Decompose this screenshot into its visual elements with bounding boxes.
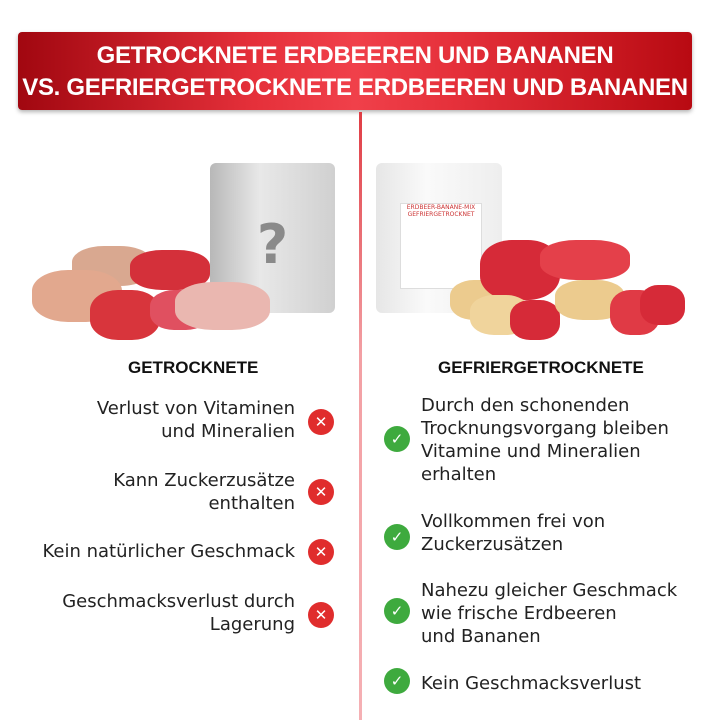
check-circle-icon: ✓ xyxy=(384,524,410,550)
check-circle-icon: ✓ xyxy=(384,426,410,452)
title-line-2: VS. GEFRIERGETROCKNETE ERDBEEREN UND BAN… xyxy=(22,74,688,101)
title-line-1: GETROCKNETE ERDBEEREN UND BANANEN xyxy=(96,42,614,69)
x-circle-icon: ✕ xyxy=(308,539,334,565)
x-circle-icon: ✕ xyxy=(308,479,334,505)
divider xyxy=(359,112,362,720)
negative-item: Geschmacksverlust durch Lagerung xyxy=(62,591,295,635)
negative-item: Kann Zuckerzusätze enthalten xyxy=(113,470,295,514)
positive-item: Vollkommen frei von Zuckerzusätzen xyxy=(421,511,606,555)
x-circle-icon: ✕ xyxy=(308,409,334,435)
left-heading: GETROCKNETE xyxy=(128,358,259,377)
positive-item: Nahezu gleicher Geschmack wie frische Erd… xyxy=(421,580,678,647)
positive-item: Durch den schonenden Trocknungsvorgang bl… xyxy=(421,395,669,485)
check-circle-icon: ✓ xyxy=(384,598,410,624)
positive-item: Kein Geschmacksverlust xyxy=(421,673,642,694)
title-banner: GETROCKNETE ERDBEEREN UND BANANEN VS. GE… xyxy=(18,32,692,110)
right-heading: GEFRIERGETROCKNETE xyxy=(438,358,644,377)
x-circle-icon: ✕ xyxy=(308,602,334,628)
negative-item: Kein natürlicher Geschmack xyxy=(42,541,295,562)
check-circle-icon: ✓ xyxy=(384,668,410,694)
negative-item: Verlust von Vitaminen und Mineralien xyxy=(96,398,295,442)
question-mark: ? xyxy=(256,213,289,276)
bag-label: ERDBEER-BANANE-MIX GEFRIERGETROCKNET xyxy=(400,203,482,289)
